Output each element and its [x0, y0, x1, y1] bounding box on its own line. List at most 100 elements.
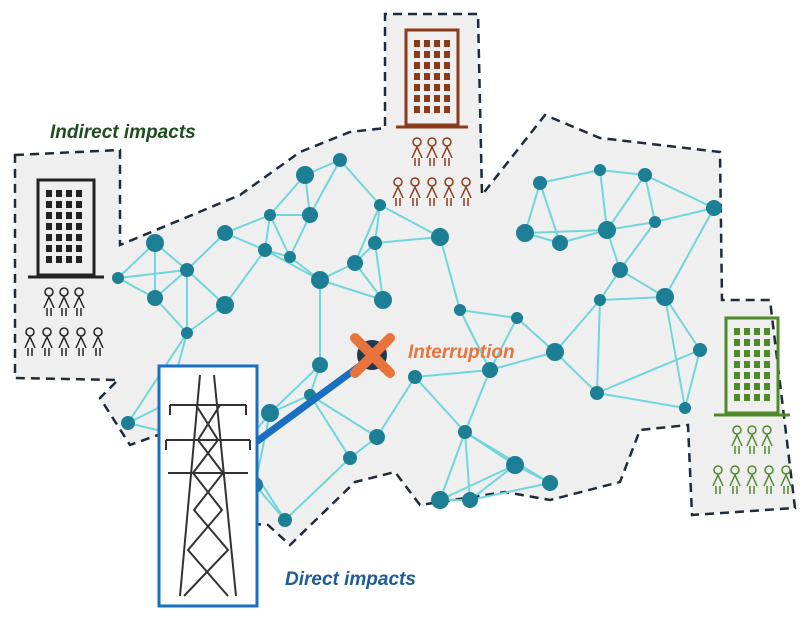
- window: [424, 40, 430, 47]
- network-node: [431, 491, 449, 509]
- window: [76, 190, 82, 197]
- network-edge: [319, 279, 384, 301]
- network-edge: [414, 376, 466, 433]
- network-edge: [654, 207, 715, 223]
- window: [414, 62, 420, 69]
- network-node: [217, 225, 233, 241]
- network-edge: [619, 221, 656, 271]
- window: [56, 234, 62, 241]
- network-edge: [489, 317, 518, 371]
- window: [434, 95, 440, 102]
- network-node: [511, 312, 523, 324]
- window: [744, 361, 750, 368]
- network-edge: [376, 376, 416, 438]
- network-edge: [599, 169, 608, 231]
- network-edge: [224, 214, 271, 234]
- network-node: [693, 343, 707, 357]
- network-node: [147, 290, 163, 306]
- person: [58, 335, 70, 356]
- network-edge: [489, 351, 556, 371]
- person: [780, 473, 792, 494]
- network-node: [590, 386, 604, 400]
- network-node: [542, 475, 558, 491]
- network-node: [311, 271, 329, 289]
- person: [460, 185, 472, 206]
- window: [754, 383, 760, 390]
- window: [414, 106, 420, 113]
- window: [444, 73, 450, 80]
- window: [744, 372, 750, 379]
- network-edge: [414, 369, 491, 378]
- window: [434, 73, 440, 80]
- window: [414, 95, 420, 102]
- network-edge: [464, 431, 471, 501]
- window: [46, 245, 52, 252]
- window: [754, 394, 760, 401]
- network-nodes: [112, 153, 722, 527]
- person: [746, 473, 758, 494]
- network-edge: [374, 242, 384, 301]
- network-node: [612, 262, 628, 278]
- window: [66, 212, 72, 219]
- window: [764, 328, 770, 335]
- window: [434, 40, 440, 47]
- person: [731, 433, 743, 454]
- window: [434, 84, 440, 91]
- network-node: [312, 357, 328, 373]
- person: [761, 433, 773, 454]
- window: [734, 383, 740, 390]
- window: [764, 394, 770, 401]
- network-node: [216, 296, 234, 314]
- window: [66, 234, 72, 241]
- network-edge: [644, 174, 656, 223]
- person: [426, 145, 438, 166]
- network-node: [552, 235, 568, 251]
- network-edge: [284, 457, 351, 521]
- network-node: [408, 370, 422, 384]
- window: [744, 328, 750, 335]
- window: [424, 95, 430, 102]
- window: [76, 201, 82, 208]
- network-edge: [469, 482, 551, 501]
- window: [424, 73, 430, 80]
- network-node: [264, 209, 276, 221]
- window: [46, 234, 52, 241]
- window: [734, 394, 740, 401]
- window: [734, 339, 740, 346]
- network-edge: [309, 159, 341, 216]
- network-node: [302, 207, 318, 223]
- person: [58, 295, 70, 316]
- network-node: [278, 513, 292, 527]
- window: [744, 339, 750, 346]
- window: [56, 256, 62, 263]
- building-green: [712, 316, 792, 494]
- network-node: [638, 168, 652, 182]
- person: [729, 473, 741, 494]
- network-node: [347, 255, 363, 271]
- person: [43, 295, 55, 316]
- window: [764, 372, 770, 379]
- window: [76, 245, 82, 252]
- network-node: [374, 291, 392, 309]
- direct-label: Direct impacts: [285, 569, 416, 590]
- window: [66, 245, 72, 252]
- network-edge: [599, 296, 666, 301]
- network-edge: [539, 169, 601, 184]
- window: [444, 62, 450, 69]
- window: [414, 73, 420, 80]
- window: [734, 328, 740, 335]
- window: [754, 328, 760, 335]
- network-edge: [539, 182, 561, 244]
- network-node: [284, 251, 296, 263]
- network-edge: [596, 392, 686, 409]
- network-node: [533, 176, 547, 190]
- network-edge: [596, 349, 701, 394]
- network-edge: [374, 236, 441, 244]
- network-node: [180, 263, 194, 277]
- network-node: [261, 404, 279, 422]
- window: [424, 51, 430, 58]
- person: [73, 295, 85, 316]
- network-node: [181, 327, 193, 339]
- network-node: [454, 304, 466, 316]
- person: [92, 335, 104, 356]
